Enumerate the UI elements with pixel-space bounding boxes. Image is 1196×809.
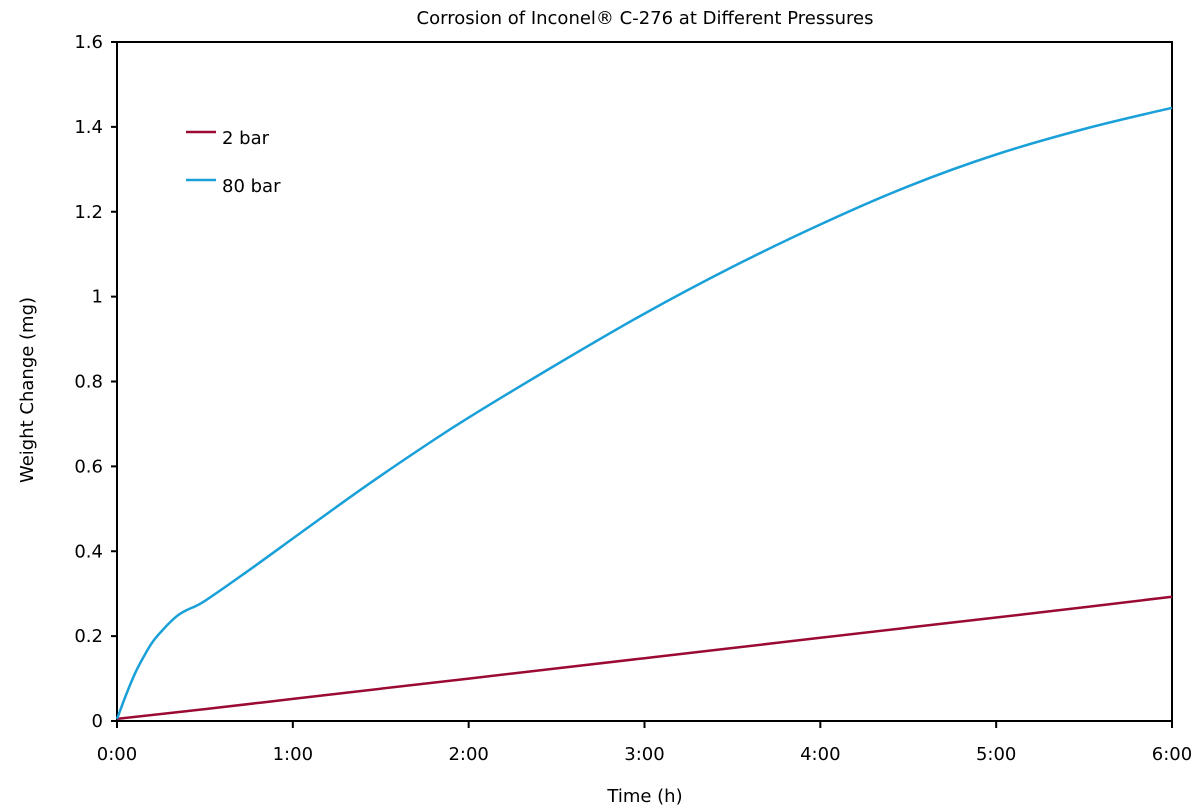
y-tick-label: 0.8 — [74, 372, 103, 393]
series-line-80-bar — [115, 106, 1173, 720]
y-tick-label: 1.6 — [74, 32, 103, 53]
y-tick-label: 1.2 — [74, 202, 103, 223]
series-layer — [115, 106, 1173, 721]
y-tick-label: 1.4 — [74, 117, 103, 138]
y-tick-label: 1 — [92, 287, 103, 308]
y-tick-label: 0.6 — [74, 456, 103, 477]
y-tick-label: 0.2 — [74, 626, 103, 647]
y-axis-label: Weight Change (mg) — [17, 297, 38, 483]
y-axis-ticks: 0 0.2 0.4 0.6 0.8 1 1.2 1.4 1.6 — [74, 32, 117, 732]
series-line-2-bar — [116, 595, 1173, 721]
x-axis-ticks: 0:00 1:00 2:00 3:00 4:00 5:00 6:00 — [97, 721, 1192, 765]
y-tick-label: 0 — [92, 711, 103, 732]
legend-label-80-bar: 80 bar — [222, 176, 281, 197]
plot-area-frame — [116, 41, 1173, 722]
x-tick-label: 0:00 — [97, 744, 137, 765]
x-tick-label: 3:00 — [624, 744, 664, 765]
x-tick-label: 4:00 — [800, 744, 840, 765]
x-tick-label: 2:00 — [448, 744, 488, 765]
x-axis-label: Time (h) — [606, 786, 682, 807]
x-tick-label: 6:00 — [1152, 744, 1192, 765]
legend: 2 bar 80 bar — [186, 128, 281, 197]
x-tick-label: 5:00 — [976, 744, 1016, 765]
x-tick-label: 1:00 — [273, 744, 313, 765]
chart-title: Corrosion of Inconel® C-276 at Different… — [417, 8, 874, 29]
y-tick-label: 0.4 — [74, 541, 103, 562]
legend-label-2-bar: 2 bar — [222, 128, 270, 149]
